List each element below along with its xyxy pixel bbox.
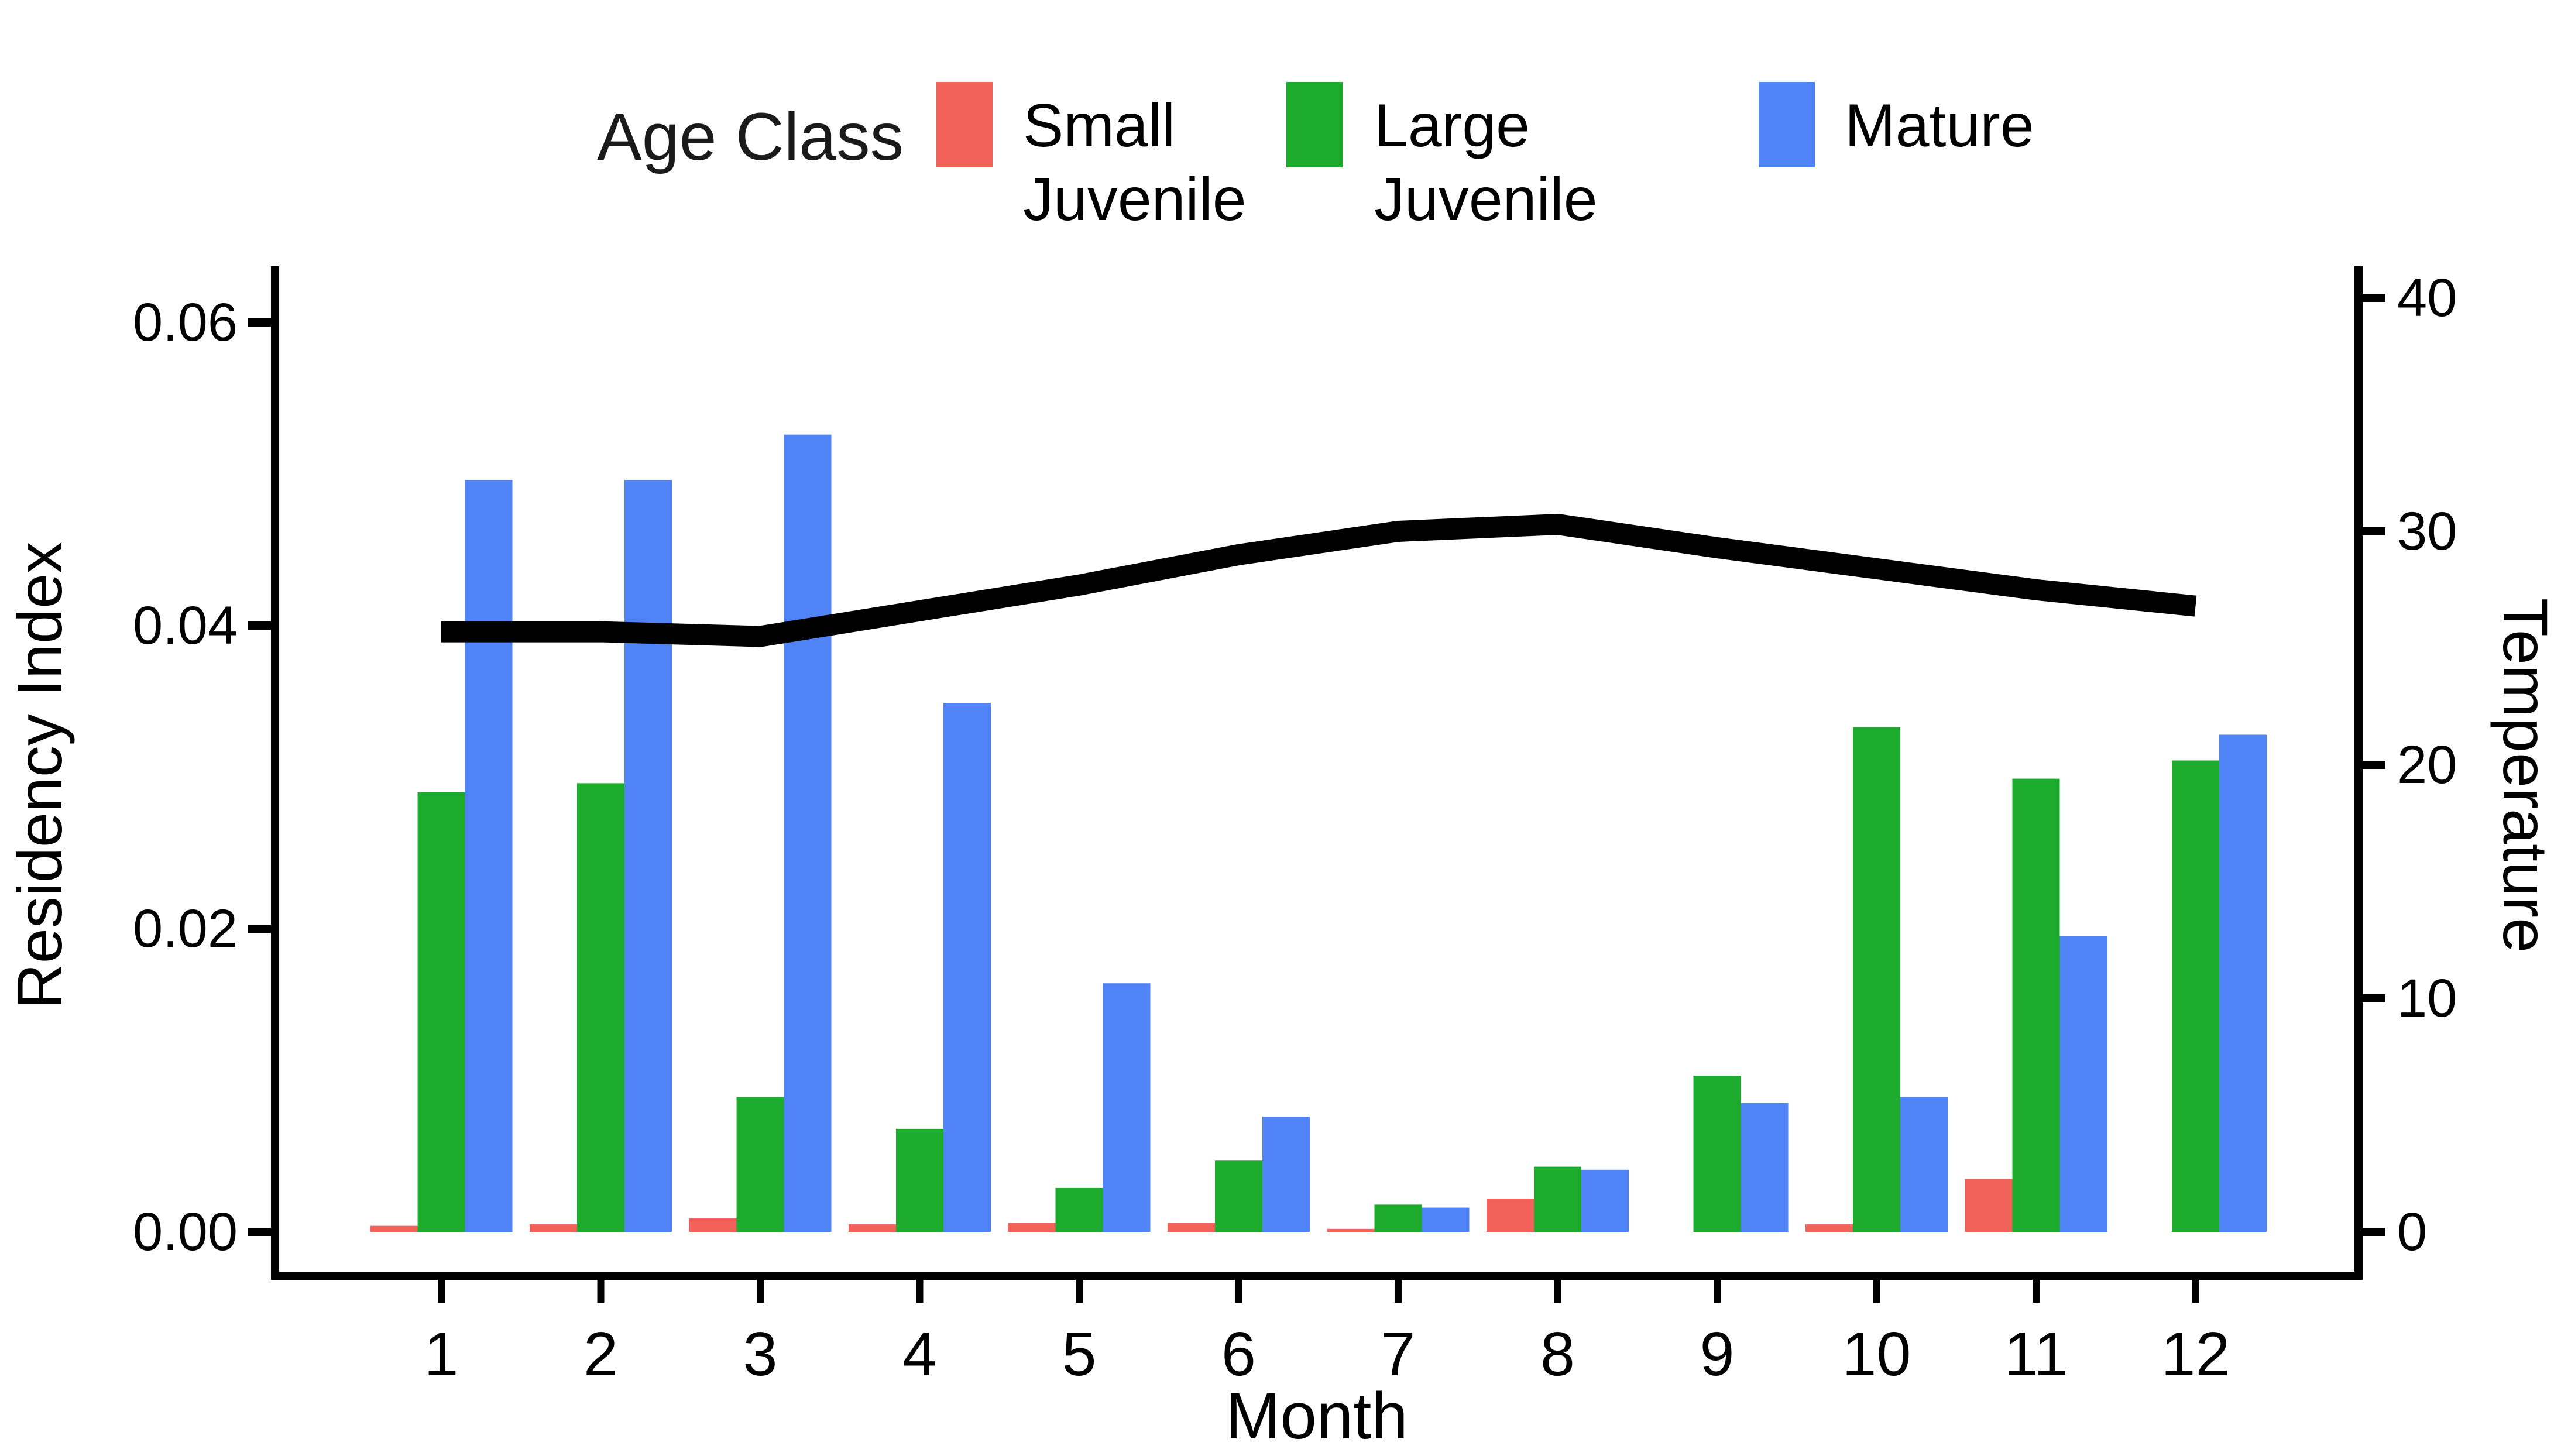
- bar-month5-mature: [1103, 983, 1151, 1232]
- bar-month10-small-juvenile: [1805, 1224, 1853, 1232]
- legend-title: Age Class: [597, 99, 904, 174]
- bar-month3-large-juvenile: [736, 1097, 784, 1232]
- x-tick-label-7: 7: [1381, 1320, 1416, 1389]
- bar-month12-mature: [2219, 734, 2267, 1232]
- temperature-line: [441, 513, 2197, 647]
- bar-month2-large-juvenile: [577, 783, 624, 1232]
- legend-swatch-mature: [1759, 82, 1815, 167]
- bar-month2-small-juvenile: [530, 1224, 577, 1232]
- bar-month2-mature: [624, 480, 672, 1232]
- bar-month3-small-juvenile: [689, 1218, 737, 1232]
- right-tick-label-2: 20: [2397, 735, 2457, 795]
- bar-month9-mature: [1741, 1103, 1789, 1232]
- bar-month1-mature: [465, 480, 513, 1232]
- right-axis-title: Temperature: [2490, 598, 2554, 953]
- x-tick-label-4: 4: [902, 1320, 937, 1389]
- bar-month11-mature: [2059, 936, 2107, 1232]
- x-tick-label-12: 12: [2161, 1320, 2230, 1389]
- bar-month6-large-juvenile: [1215, 1160, 1262, 1232]
- bar-month8-small-juvenile: [1487, 1199, 1534, 1232]
- bar-month1-small-juvenile: [370, 1225, 418, 1232]
- legend-label-large-juvenile: Large Juvenile: [1374, 92, 1598, 233]
- bar-month7-large-juvenile: [1374, 1204, 1422, 1232]
- right-tick-label-1: 10: [2397, 969, 2457, 1028]
- bar-month7-small-juvenile: [1327, 1228, 1375, 1232]
- legend-swatch-small-juvenile: [936, 82, 993, 167]
- right-tick-label-3: 30: [2397, 502, 2457, 561]
- legend-label-small-juvenile: Small Juvenile: [1023, 92, 1247, 233]
- legend: Age Class Small Juvenile Large Juvenile …: [0, 0, 2554, 269]
- bar-month9-large-juvenile: [1693, 1076, 1741, 1232]
- bar-month10-large-juvenile: [1853, 727, 1900, 1232]
- left-tick-label-2: 0.04: [133, 596, 238, 655]
- bar-month4-mature: [943, 703, 991, 1232]
- bar-month8-large-juvenile: [1534, 1166, 1581, 1232]
- bar-month7-mature: [1422, 1207, 1470, 1232]
- x-tick-label-5: 5: [1062, 1320, 1097, 1389]
- x-tick-label-8: 8: [1540, 1320, 1575, 1389]
- bar-month3-mature: [784, 434, 832, 1232]
- x-tick-label-10: 10: [1842, 1320, 1911, 1389]
- legend-swatch-large-juvenile: [1286, 82, 1343, 167]
- right-tick-label-4: 40: [2397, 268, 2457, 328]
- bar-month10-mature: [1900, 1097, 1948, 1232]
- x-tick-label-11: 11: [2004, 1320, 2068, 1389]
- left-axis-title: Residency Index: [4, 542, 75, 1009]
- bar-month1-large-juvenile: [417, 792, 465, 1232]
- bar-month11-small-juvenile: [1965, 1179, 2013, 1232]
- bar-month6-small-juvenile: [1168, 1223, 1215, 1232]
- bar-month11-large-juvenile: [2012, 778, 2060, 1232]
- bar-month4-large-juvenile: [896, 1128, 943, 1232]
- x-tick-label-3: 3: [743, 1320, 778, 1389]
- bar-month8-mature: [1581, 1169, 1629, 1232]
- right-tick-label-0: 0: [2397, 1202, 2427, 1262]
- x-tick-label-2: 2: [583, 1320, 618, 1389]
- bar-month5-small-juvenile: [1008, 1223, 1056, 1232]
- x-tick-label-1: 1: [424, 1320, 459, 1389]
- left-tick-label-1: 0.02: [133, 899, 238, 959]
- bar-month5-large-juvenile: [1055, 1187, 1103, 1232]
- legend-label-mature: Mature: [1845, 92, 2034, 160]
- x-tick-label-9: 9: [1700, 1320, 1735, 1389]
- x-tick-label-6: 6: [1221, 1320, 1256, 1389]
- left-tick-label-3: 0.06: [133, 293, 238, 352]
- bar-month12-large-juvenile: [2172, 760, 2219, 1232]
- x-axis-title: Month: [1225, 1379, 1408, 1452]
- left-tick-label-0: 0.00: [133, 1202, 238, 1262]
- bar-month6-mature: [1262, 1117, 1310, 1232]
- bar-month4-small-juvenile: [849, 1224, 896, 1232]
